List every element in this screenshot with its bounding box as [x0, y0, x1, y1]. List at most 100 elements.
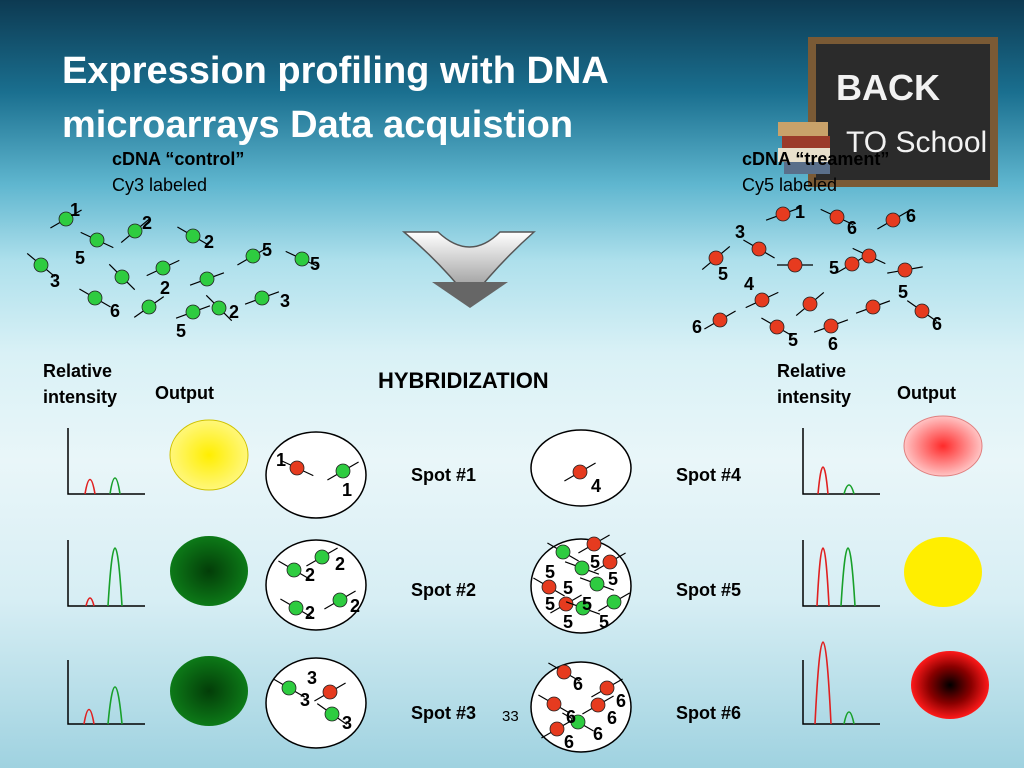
- treatment-molecule: [745, 291, 779, 309]
- control-molecule: [80, 231, 114, 249]
- right-intensity-header: Relative intensity: [777, 361, 852, 407]
- left-output-header: Output: [155, 383, 214, 403]
- spot6-number: 6: [564, 732, 574, 752]
- hybridization-arrow: [401, 231, 536, 308]
- treatment-molecule: [855, 299, 891, 315]
- control-molecule: [189, 271, 225, 287]
- treatment-molecule-number: 1: [795, 202, 805, 222]
- spot6-molecule: [548, 662, 580, 682]
- spot6-number: 6: [566, 707, 576, 727]
- spot5-number: 5: [608, 569, 618, 589]
- spot4-number: 4: [591, 476, 601, 496]
- treatment-molecule: [761, 317, 793, 337]
- control-molecule: [108, 263, 136, 291]
- control-molecule: [133, 296, 165, 318]
- spot3-number: 3: [300, 690, 310, 710]
- control-molecule-number: 6: [110, 301, 120, 321]
- control-molecule-number: 2: [160, 278, 170, 298]
- control-molecule-number: 2: [204, 232, 214, 252]
- treatment-molecule-number: 5: [829, 258, 839, 278]
- spot5-number: 5: [563, 612, 573, 632]
- right-output-header: Output: [897, 383, 956, 403]
- spot6-number: 6: [616, 691, 626, 711]
- spot-label-5: Spot #5: [676, 580, 742, 600]
- treatment-molecule-number: 4: [744, 274, 754, 294]
- spot-circle-3: [265, 657, 367, 749]
- treatment-molecule-number: 6: [932, 314, 942, 334]
- control-molecule: [146, 259, 180, 277]
- control-molecule: [26, 252, 56, 278]
- left-intensity-plots: [67, 428, 145, 725]
- treatment-molecule-number: 6: [847, 218, 857, 238]
- spot6-molecule: [562, 712, 594, 732]
- control-molecule-number: 3: [50, 271, 60, 291]
- treatment-molecule-number: 5: [718, 264, 728, 284]
- spot6-molecule: [538, 694, 570, 714]
- spot5-molecule: [598, 592, 630, 612]
- spot6-molecule: [591, 678, 623, 698]
- right-intensity-plots: [802, 428, 880, 725]
- control-sample-label: Cy3 labeled: [112, 175, 208, 195]
- control-molecule: [285, 250, 319, 268]
- spot2-green-molecule: [278, 560, 310, 580]
- spot5-molecule: [547, 542, 579, 562]
- spot5-number: 5: [563, 578, 573, 598]
- spot-label-3: Spot #3: [411, 703, 477, 723]
- spot2-number: 2: [305, 565, 315, 585]
- control-molecule: [237, 246, 269, 266]
- spot5-number: 5: [599, 612, 609, 632]
- hybridization-label: HYBRIDIZATION: [378, 368, 549, 393]
- spot6-number: 6: [573, 674, 583, 694]
- spot1-green-molecule: [327, 461, 359, 481]
- output-spot-2-green: [170, 536, 248, 606]
- treatment-molecule-number: 5: [788, 330, 798, 350]
- left-intensity-header: Relative intensity: [43, 361, 118, 407]
- right-peaks: [814, 466, 856, 725]
- chalkboard-illustration: BACK TO School: [778, 37, 998, 187]
- output-spot-5-yellow: [904, 537, 982, 607]
- treatment-molecule: [704, 310, 736, 330]
- control-molecule: [120, 218, 150, 244]
- spot-circle-1: [265, 431, 367, 519]
- treatment-molecule: [777, 257, 813, 273]
- spot6-molecule: [582, 695, 614, 715]
- treatment-molecule-number: 3: [735, 222, 745, 242]
- spot5-molecule: [533, 577, 565, 597]
- spot5-number: 5: [582, 594, 592, 614]
- control-molecule: [50, 209, 82, 229]
- spot-label-6: Spot #6: [676, 703, 742, 723]
- spot3-number: 3: [342, 713, 352, 733]
- treatment-molecule: [852, 247, 886, 265]
- treatment-molecule: [813, 318, 849, 334]
- spot-label-1: Spot #1: [411, 465, 477, 485]
- spot2-number: 2: [335, 554, 345, 574]
- output-spot-4-red: [903, 415, 983, 477]
- spot3-green-molecule: [316, 703, 348, 725]
- control-molecule: [177, 226, 209, 246]
- control-molecule-number: 2: [229, 302, 239, 322]
- control-sample-name: cDNA “control”: [112, 149, 245, 169]
- output-spot-6-red-black: [911, 651, 989, 719]
- spot3-number: 3: [307, 668, 317, 688]
- control-molecule-number: 5: [310, 254, 320, 274]
- treatment-sample-label: Cy5 labeled: [742, 175, 838, 195]
- spot6-number: 6: [607, 708, 617, 728]
- treatment-molecule: [820, 208, 854, 226]
- control-molecule-number: 3: [280, 291, 290, 311]
- spot1-red-molecule: [280, 459, 314, 477]
- treatment-molecule-number: 6: [828, 334, 838, 354]
- control-molecule: [244, 290, 280, 306]
- spot5-molecule: [594, 552, 626, 572]
- treatment-molecule: [701, 245, 731, 271]
- spot5-molecule: [579, 576, 615, 592]
- control-molecule-number: 5: [75, 248, 85, 268]
- treatment-molecule: [765, 206, 801, 222]
- spot1-number: 1: [276, 450, 286, 470]
- output-spot-3-green: [170, 656, 248, 726]
- probe-molecules: [26, 206, 938, 739]
- spot-label-2: Spot #2: [411, 580, 477, 600]
- spot5-molecule: [564, 560, 600, 576]
- spot3-green-molecule: [273, 678, 305, 698]
- output-spot-1-yellow: [169, 419, 249, 491]
